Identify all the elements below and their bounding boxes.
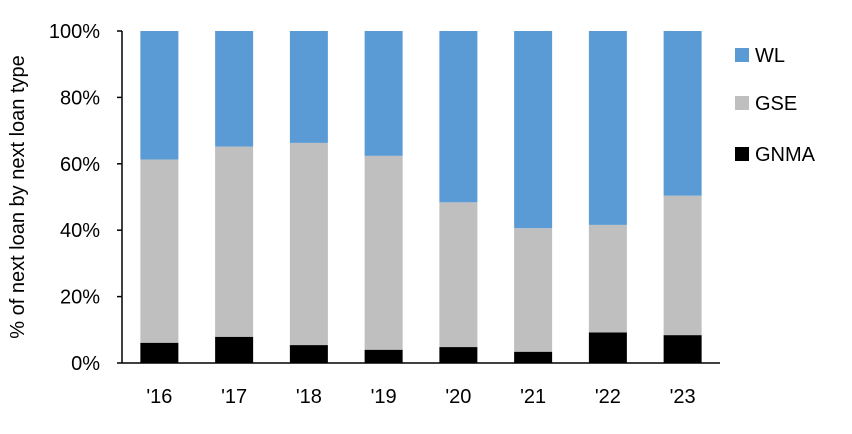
y-tick-label: 80% [60,87,100,109]
y-tick-label: 100% [49,21,100,43]
bar-gse-6 [588,224,627,333]
bar-gse-2 [289,142,328,346]
legend-swatch-wl [735,48,749,62]
bar-wl-6 [588,31,627,225]
bar-gnma-3 [364,349,403,363]
bar-gse-5 [514,228,553,352]
bar-gse-0 [140,159,179,343]
x-tick-label: '22 [595,386,621,408]
x-tick-label: '20 [445,386,471,408]
x-tick-label: '21 [520,386,546,408]
x-tick-label: '17 [221,386,247,408]
bar-gnma-5 [514,351,553,363]
y-axis-label: % of next loan by next loan type [7,55,29,339]
bar-wl-1 [215,31,254,147]
bar-gnma-0 [140,342,179,363]
bar-gse-1 [215,146,254,337]
bar-gnma-2 [289,345,328,363]
y-tick-label: 0% [71,353,100,375]
bar-wl-2 [289,31,328,143]
legend-label-wl: WL [755,45,785,67]
bar-gnma-7 [663,335,702,363]
legend-label-gnma: GNMA [755,144,816,166]
legend-label-gse: GSE [755,93,797,115]
bar-wl-4 [439,31,478,203]
bar-wl-0 [140,31,179,160]
x-tick-label: '16 [146,386,172,408]
bar-gnma-6 [588,332,627,363]
bar-gnma-1 [215,336,254,363]
x-tick-label: '18 [296,386,322,408]
bar-wl-7 [663,31,702,196]
x-tick-label: '23 [670,386,696,408]
y-tick-label: 20% [60,287,100,309]
bar-gse-4 [439,202,478,348]
bar-gnma-4 [439,347,478,363]
bar-gse-7 [663,195,702,336]
y-tick-label: 60% [60,154,100,176]
bar-wl-5 [514,31,553,229]
x-tick-label: '19 [371,386,397,408]
legend-swatch-gnma [735,147,749,161]
bar-gse-3 [364,155,403,350]
legend-swatch-gse [735,96,749,110]
bar-wl-3 [364,31,403,156]
y-tick-label: 40% [60,220,100,242]
